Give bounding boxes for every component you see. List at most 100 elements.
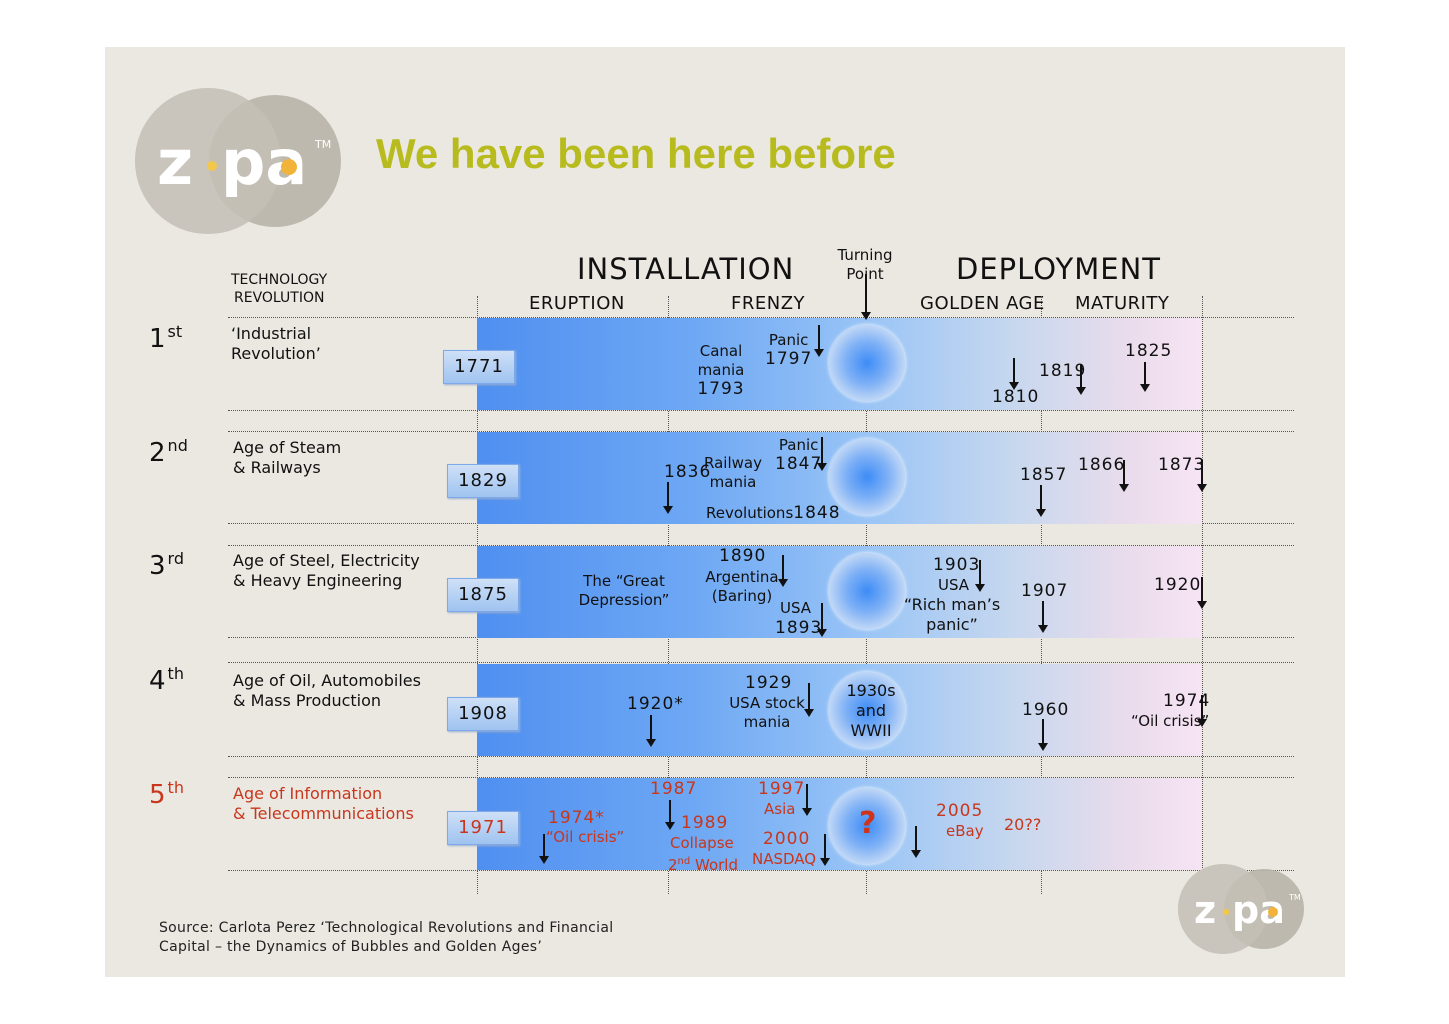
row-divider: [228, 317, 1294, 318]
revolution-year-2: 1829: [447, 464, 519, 498]
event-collapse: Collapse: [670, 834, 734, 852]
event-arrow: [910, 826, 922, 858]
event-1903: 1903: [933, 555, 981, 575]
row-divider: [228, 545, 1294, 546]
event-1836: 1836: [664, 462, 712, 482]
event-ebay: eBay: [946, 822, 984, 840]
event-oil-crisis-5: “Oil crisis”: [546, 828, 625, 846]
event-1960: 1960: [1022, 700, 1070, 720]
revolution-year-3: 1875: [447, 578, 519, 612]
revolution-name-5: Age of Information & Telecommunications: [233, 784, 414, 823]
event-arrow: [801, 784, 813, 816]
revolution-name-3: Age of Steel, Electricity & Heavy Enginee…: [233, 551, 420, 590]
event-1930s-wwii: 1930s and WWII: [846, 681, 896, 740]
svg-text:z: z: [157, 126, 193, 199]
event-nasdaq: NASDAQ: [752, 850, 817, 868]
row-divider: [228, 777, 1294, 778]
turning-point-circle: [829, 788, 905, 864]
event-arrow: [974, 560, 986, 592]
event-question-mark: ?: [859, 806, 877, 841]
svg-text:TM: TM: [314, 138, 331, 151]
event-usa-stock-mania: USA stock mania: [729, 694, 805, 731]
event-1893: 1893: [775, 618, 823, 638]
event-railway-mania: Railway mania: [704, 454, 762, 491]
event-arrow: [1196, 695, 1208, 727]
event-rich-mans-panic: “Rich man’s panic”: [903, 595, 1001, 634]
row-divider: [228, 870, 1294, 871]
event-1974s: 1974*: [548, 808, 605, 828]
event-1866: 1866: [1078, 455, 1126, 475]
zopa-logo-small: z pa TM: [1178, 864, 1304, 954]
row-divider: [228, 431, 1294, 432]
turning-point-circle: [829, 672, 905, 748]
deployment-label: DEPLOYMENT: [956, 252, 1161, 286]
event-asia: Asia: [764, 800, 796, 818]
event-arrow: [1139, 362, 1151, 392]
event-arrow: [1118, 460, 1130, 492]
event-panic-1847: Panic 1847: [775, 436, 823, 474]
event-usa-1903-label: USA: [938, 576, 970, 594]
divider-end: [1202, 296, 1203, 894]
installation-label: INSTALLATION: [577, 252, 795, 286]
event-arrow: [538, 834, 550, 864]
event-arrow: [664, 800, 676, 830]
revolution-year-5: 1971: [447, 811, 519, 845]
event-panic-1797: Panic 1797: [765, 331, 813, 369]
turning-point-circle: [829, 325, 905, 401]
event-1873: 1873: [1158, 455, 1206, 475]
turning-point-circle: [829, 439, 905, 515]
revolution-name-1: ‘Industrial Revolution’: [231, 324, 321, 363]
technology-revolution-header: TECHNOLOGY REVOLUTION: [231, 272, 328, 306]
golden-age-label: GOLDEN AGE: [920, 293, 1045, 314]
row-divider: [228, 756, 1294, 757]
event-1997: 1997: [758, 779, 806, 799]
event-arrow: [803, 683, 815, 717]
event-1819: 1819: [1039, 361, 1087, 381]
event-arrow: [662, 482, 674, 514]
frenzy-label: FRENZY: [731, 293, 806, 314]
turning-point-arrow: [860, 274, 872, 320]
event-arrow: [816, 603, 828, 637]
event-1929: 1929: [745, 673, 793, 693]
event-1825: 1825: [1125, 341, 1173, 361]
event-1810: 1810: [992, 387, 1040, 407]
event-2000: 2000: [763, 829, 811, 849]
event-arrow: [1035, 485, 1047, 517]
event-arrow: [1196, 460, 1208, 492]
event-1907: 1907: [1021, 581, 1069, 601]
event-arrow: [1008, 358, 1020, 390]
svg-text:z: z: [1194, 888, 1216, 932]
event-1857: 1857: [1020, 465, 1068, 485]
revolution-year-4: 1908: [447, 697, 519, 731]
event-great-depression: The “Great Depression”: [578, 572, 670, 609]
event-arrow: [777, 555, 789, 587]
revolution-year-1: 1771: [443, 350, 515, 384]
eruption-label: ERUPTION: [529, 293, 625, 314]
event-arrow: [816, 437, 828, 471]
event-1890: 1890: [719, 546, 767, 566]
maturity-label: MATURITY: [1075, 293, 1170, 314]
event-1974: 1974: [1163, 691, 1211, 711]
slide-title: We have been here before: [376, 130, 896, 177]
event-arrow: [1037, 601, 1049, 633]
svg-text:TM: TM: [1288, 893, 1301, 902]
event-arrow: [1196, 577, 1208, 609]
event-argentina-baring: Argentina (Baring): [705, 568, 779, 605]
row-divider: [228, 410, 1294, 411]
event-arrow: [1037, 719, 1049, 751]
event-canal-mania: Canal mania 1793: [697, 342, 745, 399]
event-1989: 1989: [681, 813, 729, 833]
event-1920s: 1920*: [627, 694, 684, 714]
row-divider: [228, 662, 1294, 663]
revolution-name-4: Age of Oil, Automobiles & Mass Production: [233, 671, 421, 710]
turning-point-circle: [829, 553, 905, 629]
event-1987: 1987: [650, 779, 698, 799]
event-arrow: [645, 715, 657, 747]
event-arrow: [813, 325, 825, 357]
revolution-name-2: Age of Steam & Railways: [233, 438, 342, 477]
event-revolutions-1848: Revolutions1848: [706, 503, 841, 523]
event-20qq: 20??: [1004, 815, 1042, 834]
